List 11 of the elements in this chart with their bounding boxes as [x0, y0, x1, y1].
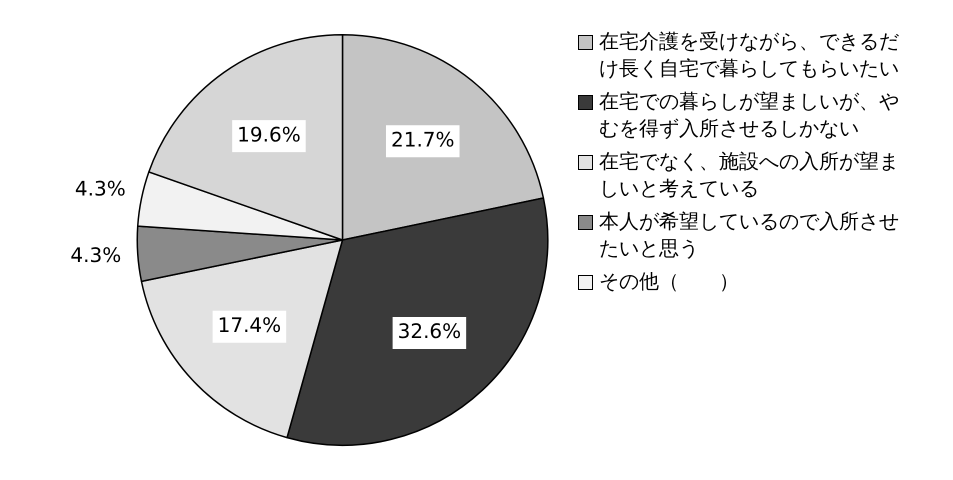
legend-label: 在宅での暮らしが望ましいが、やむを得ず入所させるしかない	[599, 88, 900, 142]
data-label: 4.3%	[74, 176, 126, 200]
legend-label: 本人が希望しているので入所させたいと思う	[599, 208, 900, 262]
legend-label: 在宅介護を受けながら、できるだけ長く自宅で暮らしてもらいたい	[599, 28, 900, 82]
data-label: 21.7%	[390, 127, 455, 152]
data-label: 17.4%	[218, 312, 282, 337]
data-label: 19.6%	[237, 122, 301, 146]
legend-label: 在宅でなく、施設への入所が望ましいと考えている	[599, 148, 900, 202]
data-label: 32.6%	[398, 319, 462, 344]
legend-label: その他（ ）	[599, 268, 739, 295]
data-label: 4.3%	[70, 242, 122, 267]
